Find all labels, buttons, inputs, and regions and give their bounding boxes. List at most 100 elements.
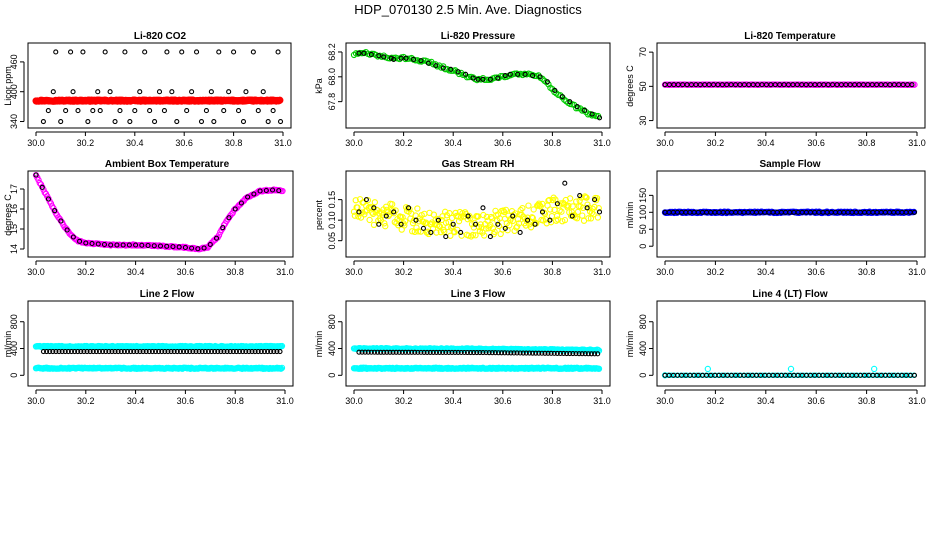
chart-title: Li-820 CO2 [134,31,187,42]
data-point [40,348,47,355]
data-point [772,372,778,379]
data-point [100,348,106,355]
data-series [662,82,915,88]
data-point [446,210,453,217]
data-point [270,108,276,114]
data-point [164,49,170,55]
x-tick-label: 30.0 [656,267,674,277]
plot-frame [27,170,294,258]
data-point [499,350,505,356]
y-tick-label: 17 [9,184,19,194]
data-point [371,199,378,206]
data-point [443,234,449,240]
data-point [567,99,573,105]
data-point [142,49,148,55]
data-point [226,215,232,221]
data-point [470,75,476,81]
data-point [529,214,536,222]
data-point [483,350,489,356]
data-point [58,218,64,224]
data-point [542,350,548,356]
data-point [366,216,373,224]
data-series [350,193,602,240]
data-point [594,214,602,221]
data-point [389,201,396,208]
data-point [889,372,895,379]
data-point [258,348,264,355]
y-tick-label: 460 [9,54,19,69]
data-point [383,213,389,219]
data-point [722,372,728,379]
data-point [454,226,461,233]
data-point [40,118,46,125]
x-tick-label: 30.8 [226,267,244,277]
x-tick-label: 30.4 [444,138,462,148]
data-point [87,348,93,355]
x-tick-label: 30.6 [177,267,195,277]
data-point [573,351,579,357]
data-point [182,244,188,251]
data-point [530,206,537,213]
data-point [391,209,397,215]
data-point [224,348,230,355]
data-point [532,221,538,227]
data-point [558,208,565,215]
y-tick-label: 16 [9,204,19,214]
y-tick-label: 68.0 [327,68,337,86]
data-point [487,234,493,240]
y-tick-label: 400 [9,341,19,356]
data-point [410,56,417,62]
y-tick-label: 30 [638,116,648,126]
data-point [85,118,91,125]
x-tick-label: 30.8 [225,138,243,148]
x-tick-label: 30.6 [175,138,193,148]
data-point [83,240,89,246]
data-point [579,351,585,357]
data-point [548,350,554,356]
data-series [350,48,602,120]
y-tick-label: 0 [9,373,19,378]
data-point [477,350,483,356]
data-point [189,245,195,251]
x-tick-label: 30.4 [757,138,775,148]
data-point [596,115,603,121]
y-axis-label: ml/min [3,331,13,358]
x-tick-label: 31.0 [276,267,294,277]
data-point [402,349,409,355]
data-point [911,81,918,88]
data-point [468,233,475,240]
data-point [696,372,703,379]
data-point [212,348,218,355]
data-point [171,348,177,355]
x-tick-label: 30.2 [77,138,95,148]
data-point [536,350,542,356]
data-point [403,55,409,61]
data-point [413,224,420,231]
data-point [810,372,816,379]
data-point [561,216,569,224]
x-tick-label: 30.4 [127,267,145,277]
x-tick-label: 31.0 [908,267,926,277]
plot-frame [345,170,611,258]
data-point [539,350,545,356]
data-point [120,242,126,248]
data-point [413,217,419,223]
x-tick-label: 30.4 [126,138,144,148]
data-point [279,187,286,195]
data-point [491,228,498,236]
y-tick-label: 70 [638,47,648,57]
data-point [565,202,572,209]
data-point [502,350,508,356]
data-point [446,349,452,356]
data-point [481,232,488,239]
data-point [278,364,286,372]
data-point [514,350,520,356]
y-axis-label: ml/min [625,202,635,229]
y-tick-label: 400 [638,341,648,356]
data-point [458,349,464,356]
data-point [211,118,217,125]
data-point [800,372,807,379]
plot-frame [27,300,294,387]
data-point [131,348,137,355]
data-point [390,349,396,355]
